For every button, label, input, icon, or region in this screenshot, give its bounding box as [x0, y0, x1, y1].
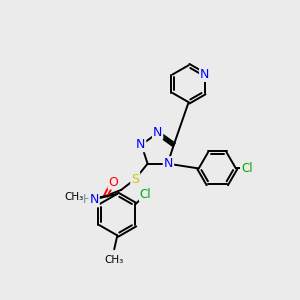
Text: O: O — [109, 176, 118, 189]
Text: N: N — [164, 157, 173, 170]
Text: Cl: Cl — [140, 188, 151, 201]
Text: N: N — [89, 194, 99, 206]
Text: N: N — [153, 126, 162, 139]
Text: Cl: Cl — [241, 162, 253, 175]
Text: N: N — [136, 138, 145, 151]
Text: H: H — [83, 194, 92, 206]
Text: N: N — [200, 68, 209, 81]
Text: CH₃: CH₃ — [105, 256, 124, 266]
Text: CH₃: CH₃ — [64, 192, 84, 202]
Text: S: S — [131, 172, 139, 186]
